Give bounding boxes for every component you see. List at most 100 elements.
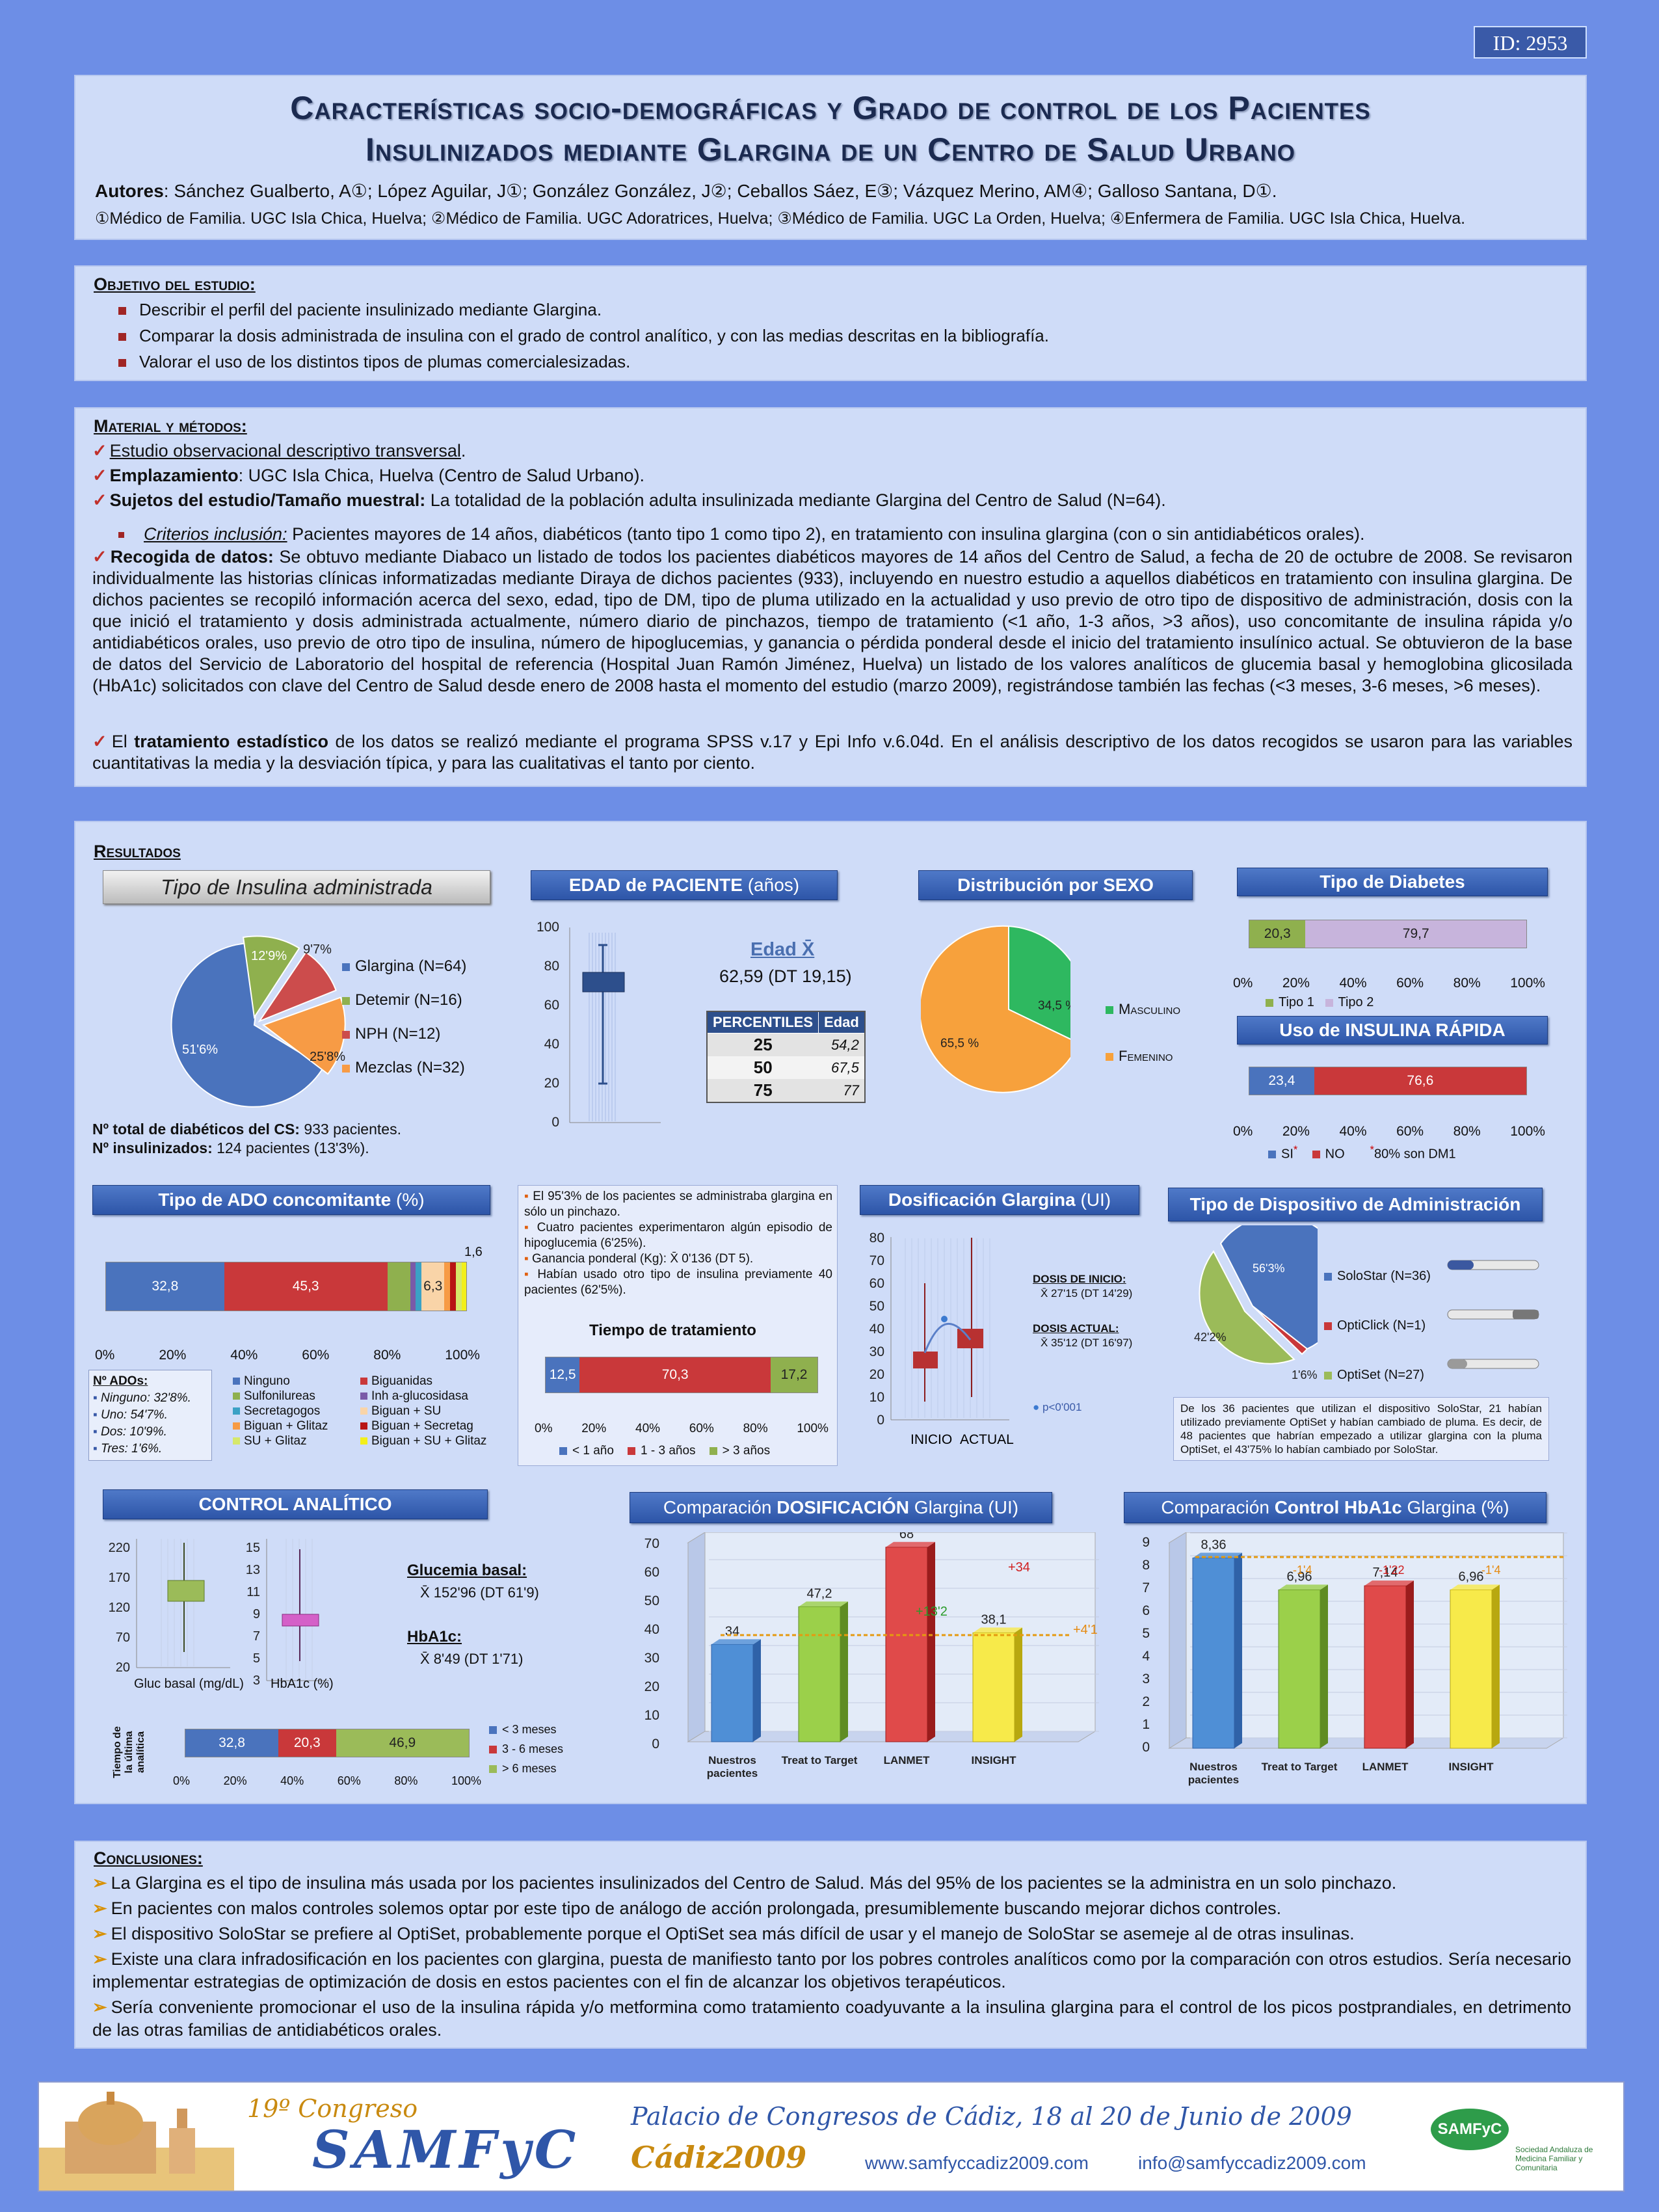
svg-text:7: 7 bbox=[253, 1629, 260, 1644]
objective-heading: Objetivo del estudio: bbox=[94, 274, 256, 294]
hba-stat: HbA1c: X̄ 8'49 (DT 1'71) bbox=[407, 1628, 524, 1667]
methods-recogida: ✓ Recogida de datos: Se obtuvo mediante D… bbox=[92, 547, 1573, 695]
objective-item: Comparar la dosis administrada de insuli… bbox=[118, 325, 1049, 346]
bar-no: 76,6 bbox=[1314, 1067, 1526, 1095]
edad-mean-value: 62,59 (DT 19,15) bbox=[719, 966, 852, 986]
svg-text:4: 4 bbox=[1142, 1649, 1150, 1664]
bar-biguan-glitaz bbox=[444, 1262, 451, 1311]
edad-box bbox=[582, 972, 625, 993]
congreso-mail: info@samfyccadiz2009.com bbox=[1138, 2153, 1366, 2173]
dosis-actual: DOSIS ACTUAL: X̄ 35'12 (DT 16'97) bbox=[1033, 1322, 1133, 1349]
percentiles-table: PERCENTILES Edad 25 54,2 50 67,5 75 77 bbox=[706, 1011, 866, 1103]
svg-text:0: 0 bbox=[1142, 1740, 1150, 1755]
svg-text:-1'22: -1'22 bbox=[1379, 1564, 1404, 1577]
bar-sulfonilureas bbox=[387, 1262, 410, 1311]
dosis-inicio-box bbox=[913, 1352, 938, 1368]
svg-text:5: 5 bbox=[253, 1651, 260, 1666]
rapida-axis: 0% 20% 40% 60% 80% 100% bbox=[1233, 1124, 1545, 1139]
glucemia-stat: Glucemia basal: X̄ 152'96 (DT 61'9) bbox=[407, 1562, 539, 1601]
bar-biguan-su-glitaz bbox=[461, 1262, 466, 1311]
conclusions-panel: Conclusiones: ➢ La Glargina es el tipo de… bbox=[74, 1841, 1587, 2049]
bar-top-1 bbox=[1279, 1584, 1328, 1590]
svg-text:20: 20 bbox=[116, 1660, 130, 1675]
rapida-bar: 23,4 76,6 bbox=[1249, 1067, 1527, 1095]
bar-value-0: 34 bbox=[725, 1624, 739, 1638]
ado-bar: 32,8 45,3 6,3 bbox=[105, 1262, 467, 1311]
bar-value-1: 47,2 bbox=[807, 1586, 832, 1601]
svg-text:34,5 %: 34,5 % bbox=[1038, 999, 1070, 1013]
category-label-0: Nuestros bbox=[1189, 1761, 1238, 1773]
bar-si: 23,4 bbox=[1249, 1067, 1314, 1095]
svg-text:7: 7 bbox=[1142, 1580, 1150, 1595]
slice-masculino bbox=[1008, 925, 1070, 1040]
comp-hba-chart: 9 8 7 6 5 4 3 2 1 0 8,36 Nuestrospaciente… bbox=[1142, 1532, 1567, 1786]
diabetes-legend: Tipo 1 Tipo 2 bbox=[1266, 995, 1374, 1010]
methods-line: ✓ Sujetos del estudio/Tamaño muestral: La… bbox=[92, 490, 1166, 510]
svg-text:9: 9 bbox=[253, 1607, 260, 1621]
congreso-name: SAMFyC bbox=[312, 2119, 580, 2180]
bar-top-2 bbox=[1364, 1580, 1414, 1586]
footer-banner: 19º Congreso SAMFyC Palacio de Congresos… bbox=[38, 2081, 1625, 2192]
bar-biguan-secretag bbox=[450, 1262, 456, 1311]
conclusion-item: ➢ Existe una clara infradosificación en l… bbox=[92, 1949, 1571, 1992]
conclusion-item: ➢ El dispositivo SoloStar se prefiere al … bbox=[92, 1924, 1355, 1943]
slice-femenino bbox=[921, 925, 1070, 1093]
bar-gt6m: 46,9 bbox=[336, 1729, 469, 1757]
bar-ninguno: 32,8 bbox=[106, 1262, 224, 1311]
sexo-pie: 34,5 % 65,5 % bbox=[921, 925, 1070, 1093]
comp-dosis-title: Comparación DOSIFICACIÓN Glargina (UI) bbox=[630, 1492, 1052, 1523]
dispositivo-note: De los 36 pacientes que utilizan el disp… bbox=[1173, 1397, 1549, 1461]
slice-glargina bbox=[170, 942, 325, 1108]
bar-side-2 bbox=[927, 1541, 935, 1742]
comp-hba-title: Comparación Control HbA1c Glargina (%) bbox=[1124, 1492, 1546, 1523]
tiempo-legend: < 1 año 1 - 3 años > 3 años bbox=[559, 1444, 770, 1458]
notes-box bbox=[518, 1185, 838, 1466]
slice-optiset bbox=[1199, 1250, 1295, 1365]
svg-text:56'3%: 56'3% bbox=[1253, 1262, 1284, 1275]
edad-boxplot: 100 80 60 40 20 0 bbox=[537, 920, 661, 1130]
svg-text:40: 40 bbox=[644, 1622, 659, 1637]
title-line-1: Características socio-demográficas y Gra… bbox=[290, 90, 1371, 126]
methods-line: ✓ Estudio observacional descriptivo trans… bbox=[92, 441, 466, 460]
category-label-1: Treat to Target bbox=[782, 1754, 858, 1766]
diabetes-title: Tipo de Diabetes bbox=[1237, 868, 1548, 896]
authors-list: : Sánchez Gualberto, A①; López Aguilar, … bbox=[163, 181, 1277, 201]
methods-estadistico: ✓ El tratamiento estadístico de los datos… bbox=[92, 732, 1573, 773]
bar-side-1 bbox=[1320, 1584, 1328, 1748]
comp-dosis-chart: 70 60 50 40 30 20 10 0 34 Nuestrospacient… bbox=[644, 1532, 1099, 1779]
bar-lt3m: 32,8 bbox=[185, 1729, 278, 1757]
bar-3 bbox=[972, 1632, 1015, 1742]
category-label-2: LANMET bbox=[884, 1754, 930, 1766]
svg-text:0: 0 bbox=[551, 1115, 559, 1130]
bar-tipo1: 20,3 bbox=[1249, 920, 1306, 948]
bar-lt1: 12,5 bbox=[546, 1357, 580, 1392]
methods-heading: Material y métodos: bbox=[94, 416, 247, 436]
svg-text:30: 30 bbox=[644, 1651, 659, 1666]
category-label-2: LANMET bbox=[1362, 1761, 1409, 1773]
svg-text:40: 40 bbox=[869, 1322, 884, 1337]
label-glargina: 51'6% bbox=[182, 1043, 218, 1057]
authors: Autores: Sánchez Gualberto, A①; López Ag… bbox=[95, 180, 1277, 202]
label-detemir: 12'9% bbox=[251, 949, 287, 963]
edad-title: EDAD de PACIENTE (años) bbox=[531, 870, 838, 900]
svg-text:11: 11 bbox=[246, 1585, 260, 1599]
dispositivo-legend: SoloStar (N=36) OptiClick (N=1) OptiSet … bbox=[1324, 1251, 1431, 1400]
methods-line: ✓ Emplazamiento: UGC Isla Chica, Huelva (… bbox=[92, 466, 644, 485]
bar-value-1: 6,96 bbox=[1287, 1569, 1312, 1584]
congreso-city: Cádiz2009 bbox=[631, 2140, 807, 2175]
svg-text:40: 40 bbox=[544, 1037, 559, 1052]
notes-text: ▪ El 95'3% de los pacientes se administr… bbox=[524, 1190, 833, 1297]
category-label-1: Treat to Target bbox=[1262, 1761, 1338, 1773]
svg-text:3: 3 bbox=[253, 1673, 260, 1687]
svg-text:20: 20 bbox=[869, 1367, 884, 1382]
conclusions-heading: Conclusiones: bbox=[94, 1848, 203, 1868]
svg-text:5: 5 bbox=[1142, 1626, 1150, 1641]
conclusion-item: ➢ La Glargina es el tipo de insulina más … bbox=[92, 1873, 1397, 1893]
bar-top-2 bbox=[886, 1541, 935, 1547]
bar-gt3: 17,2 bbox=[771, 1357, 817, 1392]
label-mezclas: 25'8% bbox=[310, 1050, 345, 1064]
diabetes-axis: 0% 20% 40% 60% 80% 100% bbox=[1233, 976, 1545, 991]
rapida-legend: SI* NO *80% son DM1 bbox=[1268, 1143, 1456, 1162]
svg-text:+13'2: +13'2 bbox=[916, 1605, 948, 1619]
authors-label: Autores bbox=[95, 181, 164, 201]
